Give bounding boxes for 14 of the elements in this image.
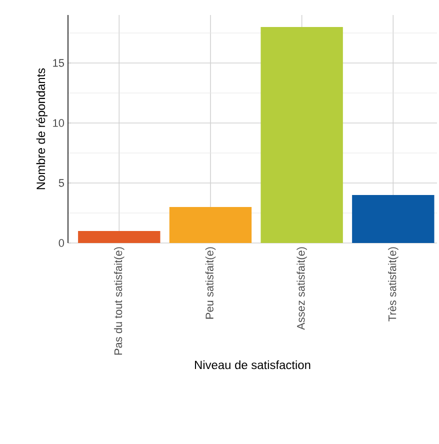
y-tick-label: 10: [53, 119, 64, 127]
y-tick-label: 5: [58, 179, 64, 187]
x-tick-label: Peu satisfait(e): [205, 247, 216, 319]
x-tick-label: Assez satisfait(e): [296, 247, 307, 330]
bar: [169, 206, 252, 243]
x-tick-label: Pas du tout satisfait(e): [114, 247, 124, 355]
x-axis-title: Niveau de satisfaction: [195, 360, 310, 370]
x-tick-label: Très satisfait(e): [388, 247, 398, 322]
y-tick-label: 0: [58, 239, 64, 247]
y-axis-title: Nombre de répondants: [36, 68, 48, 190]
bar: [78, 230, 160, 243]
y-tick-label: 15: [53, 59, 64, 67]
bar: [352, 194, 434, 243]
bar: [260, 26, 343, 243]
